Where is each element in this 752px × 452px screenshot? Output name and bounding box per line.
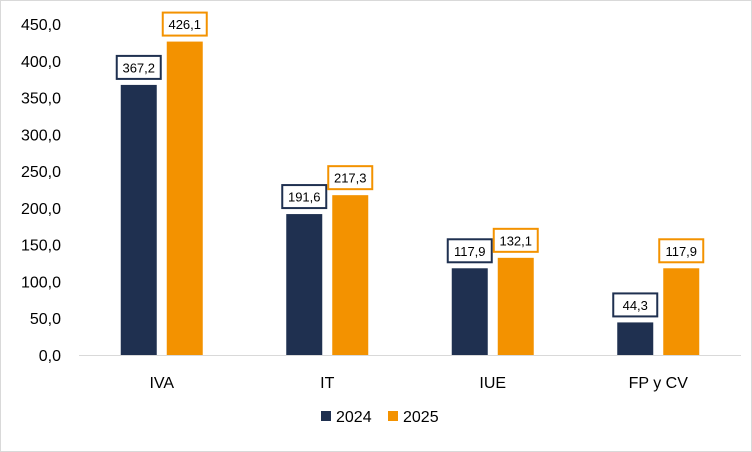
- bar-2025-iue: [497, 257, 534, 355]
- data-label: 367,2: [122, 60, 155, 75]
- data-label: 191,6: [288, 190, 321, 205]
- bar-2024-it: [286, 214, 323, 355]
- x-category-label: FP y CV: [629, 375, 689, 392]
- legend-label-2025: 2025: [403, 409, 439, 426]
- x-category-label: IT: [320, 375, 334, 392]
- bar-2025-fp-y-cv: [663, 268, 700, 355]
- data-label-box: [115, 54, 162, 80]
- legend-label-2024: 2024: [336, 409, 372, 426]
- bar-2025-it: [332, 195, 369, 355]
- data-label-box: [446, 238, 493, 264]
- data-label: 132,1: [499, 233, 532, 248]
- data-label: 117,9: [665, 244, 697, 259]
- x-category-label: IVA: [149, 375, 174, 392]
- data-label-box: [161, 11, 208, 37]
- data-label-box: [492, 227, 539, 253]
- y-tick-label: 250,0: [21, 164, 61, 181]
- bar-2025-iva: [166, 41, 203, 356]
- y-tick-label: 300,0: [21, 127, 61, 144]
- y-tick-label: 0,0: [39, 348, 61, 365]
- y-tick-label: 200,0: [21, 201, 61, 218]
- data-label-box: [612, 292, 659, 318]
- y-tick-label: 400,0: [21, 54, 61, 71]
- legend-swatch-2024: [321, 411, 331, 421]
- legend: 2024 2025: [321, 409, 439, 426]
- bar-2024-iue: [451, 268, 488, 355]
- y-tick-label: 100,0: [21, 274, 61, 291]
- x-category-label: IUE: [479, 375, 506, 392]
- y-tick-label: 450,0: [21, 17, 61, 34]
- bars: [120, 41, 700, 356]
- y-axis: 0,0 50,0 100,0 150,0 200,0 250,0 300,0 350,0 400…: [21, 17, 61, 365]
- x-axis: IVA IT IUE FP y CV: [79, 355, 741, 392]
- legend-swatch-2025: [388, 411, 398, 421]
- y-tick-label: 150,0: [21, 238, 61, 255]
- bar-2024-iva: [120, 84, 157, 356]
- bar-2024-fp-y-cv: [617, 322, 654, 355]
- data-label-box: [281, 184, 328, 210]
- data-label: 426,1: [168, 17, 201, 32]
- data-label: 217,3: [334, 171, 367, 186]
- data-label: 117,9: [454, 244, 486, 259]
- data-labels: 367,2 426,1 191,6 217,3 117,9 132,1 44,3 117,9: [115, 11, 705, 318]
- y-tick-label: 50,0: [30, 311, 61, 328]
- data-label-box: [658, 238, 705, 264]
- data-label: 44,3: [623, 298, 648, 313]
- data-label-box: [327, 165, 374, 191]
- y-tick-label: 350,0: [21, 91, 61, 108]
